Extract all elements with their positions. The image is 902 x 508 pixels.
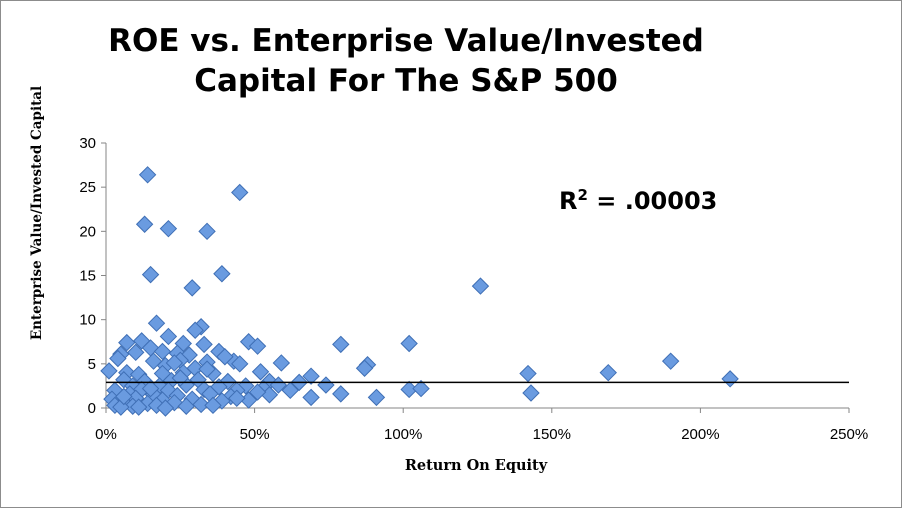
data-point: [355, 359, 374, 377]
r-squared-superscript: 2: [577, 186, 588, 204]
y-tick-label: 10: [79, 312, 96, 329]
data-point: [138, 166, 157, 184]
data-point: [213, 265, 231, 283]
r-squared-value: = .00003: [587, 187, 718, 215]
x-tick-label: 250%: [830, 426, 868, 443]
tick-labels: 0 5 10 15 20 25 30 0% 50% 100% 150% 200% 250%: [79, 135, 868, 443]
data-point: [661, 352, 680, 370]
data-point: [281, 381, 299, 400]
r-squared-annotation: R2 = .00003: [559, 186, 717, 215]
data-point: [183, 279, 201, 297]
data-point: [471, 277, 490, 295]
data-point: [115, 387, 133, 406]
data-point: [522, 384, 540, 402]
data-point: [195, 335, 213, 354]
chart-title: ROE vs. Enterprise Value/Invested Capita…: [61, 21, 751, 101]
data-point: [248, 383, 267, 401]
y-tick-label: 15: [79, 268, 96, 285]
data-point: [198, 360, 216, 378]
data-point: [519, 364, 537, 383]
x-tick-label: 150%: [533, 426, 571, 443]
data-point: [165, 354, 184, 372]
y-tick-label: 0: [88, 400, 96, 417]
data-point: [135, 215, 154, 233]
data-point: [159, 219, 178, 238]
data-point: [251, 363, 270, 381]
data-point: [302, 388, 320, 407]
y-tick-label: 5: [88, 356, 96, 373]
data-point: [127, 343, 145, 362]
data-point: [198, 222, 216, 241]
data-point: [228, 389, 246, 407]
x-axis-title: Return On Equity: [404, 457, 548, 474]
y-tick-label: 25: [79, 179, 96, 196]
chart-title-line-2: Capital For The S&P 500: [194, 63, 618, 99]
data-point: [129, 398, 148, 416]
chart-title-line-1: ROE vs. Enterprise Value/Invested: [108, 23, 704, 59]
data-point: [192, 395, 210, 414]
data-point: [332, 335, 350, 354]
data-point: [118, 333, 136, 352]
x-tick-label: 100%: [384, 426, 422, 443]
data-point: [177, 397, 195, 415]
data-point: [109, 349, 127, 368]
x-tick-label: 0%: [95, 426, 117, 443]
data-point: [156, 399, 175, 417]
data-point: [100, 362, 118, 380]
x-tick-label: 200%: [681, 426, 719, 443]
r-squared-label: R: [559, 187, 578, 215]
x-tick-label: 50%: [240, 426, 270, 443]
data-point: [153, 342, 172, 361]
data-point: [302, 367, 320, 385]
data-point: [248, 337, 267, 355]
data-point: [216, 348, 234, 366]
y-tick-label: 30: [79, 135, 96, 152]
data-point: [204, 396, 222, 415]
data-point: [317, 376, 335, 394]
data-point: [272, 354, 291, 372]
data-points: [100, 166, 739, 417]
data-point: [721, 370, 739, 388]
data-point: [231, 355, 249, 373]
data-point: [400, 334, 418, 353]
data-point: [231, 183, 249, 202]
data-point: [332, 385, 350, 403]
data-point: [141, 379, 160, 398]
data-point: [159, 327, 178, 346]
data-point: [147, 314, 166, 332]
data-point: [599, 363, 617, 382]
data-point: [186, 321, 204, 339]
axes: [101, 142, 850, 413]
data-point: [141, 265, 160, 284]
y-tick-label: 20: [79, 223, 96, 240]
data-point: [367, 388, 386, 407]
data-point: [412, 379, 430, 398]
